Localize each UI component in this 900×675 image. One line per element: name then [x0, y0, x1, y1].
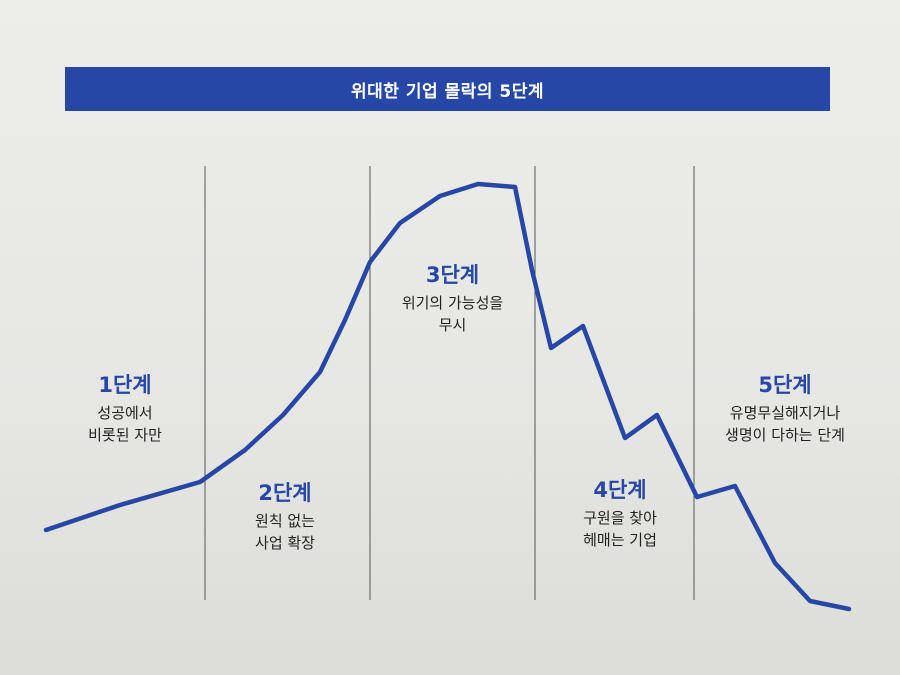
stage-3-desc-line-1: 위기의 가능성을 — [401, 294, 504, 312]
stage-5: 5단계 유명무실해지거나 생명이 다하는 단계 — [700, 372, 870, 446]
stage-4-desc-line-1: 구원을 찾아 — [583, 509, 657, 527]
stage-5-title: 5단계 — [758, 373, 812, 397]
stage-3-desc-line-2: 무시 — [438, 316, 467, 334]
stage-4: 4단계 구원을 찾아 헤매는 기업 — [545, 477, 695, 551]
stage-2-desc-line-1: 원칙 없는 — [255, 512, 315, 530]
stage-1-title: 1단계 — [98, 373, 152, 397]
diagram-title-banner: 위대한 기업 몰락의 5단계 — [65, 67, 830, 111]
stage-2-title: 2단계 — [258, 481, 312, 505]
stage-2-desc-line-2: 사업 확장 — [255, 534, 315, 552]
stage-5-desc-line-1: 유명무실해지거나 — [729, 404, 841, 422]
stage-5-desc-line-2: 생명이 다하는 단계 — [725, 426, 845, 444]
decline-curve — [43, 181, 852, 612]
stage-1: 1단계 성공에서 비롯된 자만 — [50, 372, 200, 446]
stage-1-desc-line-1: 성공에서 — [97, 404, 153, 422]
stage-3: 3단계 위기의 가능성을 무시 — [375, 262, 530, 336]
stage-4-title: 4단계 — [593, 478, 647, 502]
stage-2: 2단계 원칙 없는 사업 확장 — [210, 480, 360, 554]
diagram-title: 위대한 기업 몰락의 5단계 — [351, 81, 544, 102]
stage-4-desc-line-2: 헤매는 기업 — [583, 531, 657, 549]
stage-3-title: 3단계 — [425, 263, 480, 287]
stage-1-desc-line-2: 비롯된 자만 — [88, 426, 162, 444]
